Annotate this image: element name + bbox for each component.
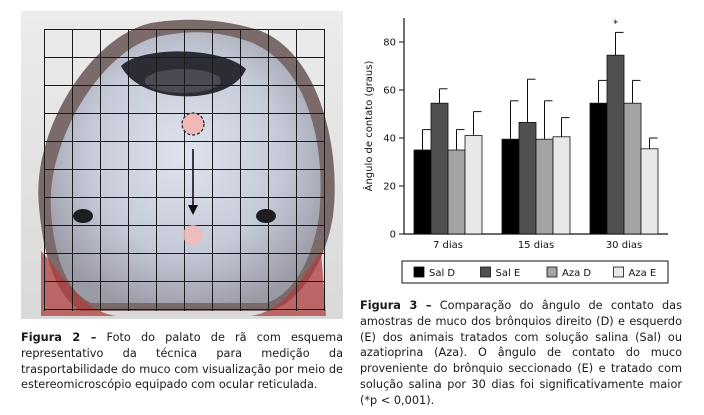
- figure3-caption-text: Comparação do ângulo de contato das amos…: [360, 299, 682, 407]
- figure2-caption: Figura 2 – Foto do palato de rã com esqu…: [21, 330, 343, 393]
- jaw-tissue-left: [41, 251, 116, 316]
- bar: [535, 138, 554, 235]
- y-tick-label: 20: [383, 182, 396, 193]
- mucus-sample-end: [183, 225, 203, 245]
- bar: [413, 149, 432, 235]
- mucus-sample-start: [181, 112, 205, 136]
- legend-swatch: [546, 266, 558, 278]
- bar: [552, 136, 571, 235]
- x-tick-label: 7 dias: [433, 240, 463, 251]
- figure2-label: Figura 2 –: [21, 331, 97, 344]
- palate-surface: [50, 32, 321, 303]
- figure2-caption-text: Foto do palato de rã com esquema represe…: [21, 331, 343, 392]
- bar: [447, 149, 466, 235]
- x-tick-label: 15 dias: [518, 240, 554, 251]
- y-tick-label: 80: [383, 38, 396, 49]
- y-axis-label: Ângulo de contato (graus): [362, 61, 375, 192]
- frog-palate-photo: [21, 11, 343, 319]
- contact-angle-chart-svg: 0 20 40 60 80 Ângulo de contato (graus) 7 dias…: [362, 18, 669, 284]
- bar: [589, 102, 608, 235]
- legend-label: Sal D: [429, 268, 455, 279]
- legend-swatch: [613, 266, 624, 278]
- bar: [464, 135, 483, 235]
- bar: [501, 138, 520, 235]
- bar: [640, 148, 659, 235]
- figure3-caption: Figura 3 – Comparação do ângulo de conta…: [360, 298, 682, 409]
- figure3-label: Figura 3 –: [360, 299, 432, 312]
- bar: [518, 122, 537, 235]
- frog-pharynx: [145, 69, 221, 93]
- y-tick-label: 0: [390, 230, 396, 241]
- reticle-grid: [44, 29, 325, 311]
- legend-label: Aza E: [629, 268, 657, 279]
- legend-swatch: [413, 266, 425, 278]
- legend-swatch: [480, 266, 491, 278]
- significance-mark: *: [613, 18, 618, 29]
- bar: [623, 102, 642, 235]
- x-tick-label: 30 dias: [606, 240, 642, 251]
- bar: [606, 54, 625, 235]
- legend-box: [401, 260, 669, 284]
- y-tick-label: 60: [383, 86, 396, 97]
- transport-arrow-head: [188, 205, 198, 215]
- legend-label: Sal E: [496, 268, 521, 279]
- legend-label: Aza D: [562, 268, 591, 279]
- y-tick-label: 40: [383, 134, 396, 145]
- bar: [430, 102, 449, 235]
- eye-socket-left: [73, 209, 93, 223]
- eye-socket-right: [256, 209, 276, 223]
- jaw-tissue-right: [251, 251, 326, 316]
- contact-angle-chart: 0 20 40 60 80 Ângulo de contato (graus) 7 dias…: [356, 8, 696, 290]
